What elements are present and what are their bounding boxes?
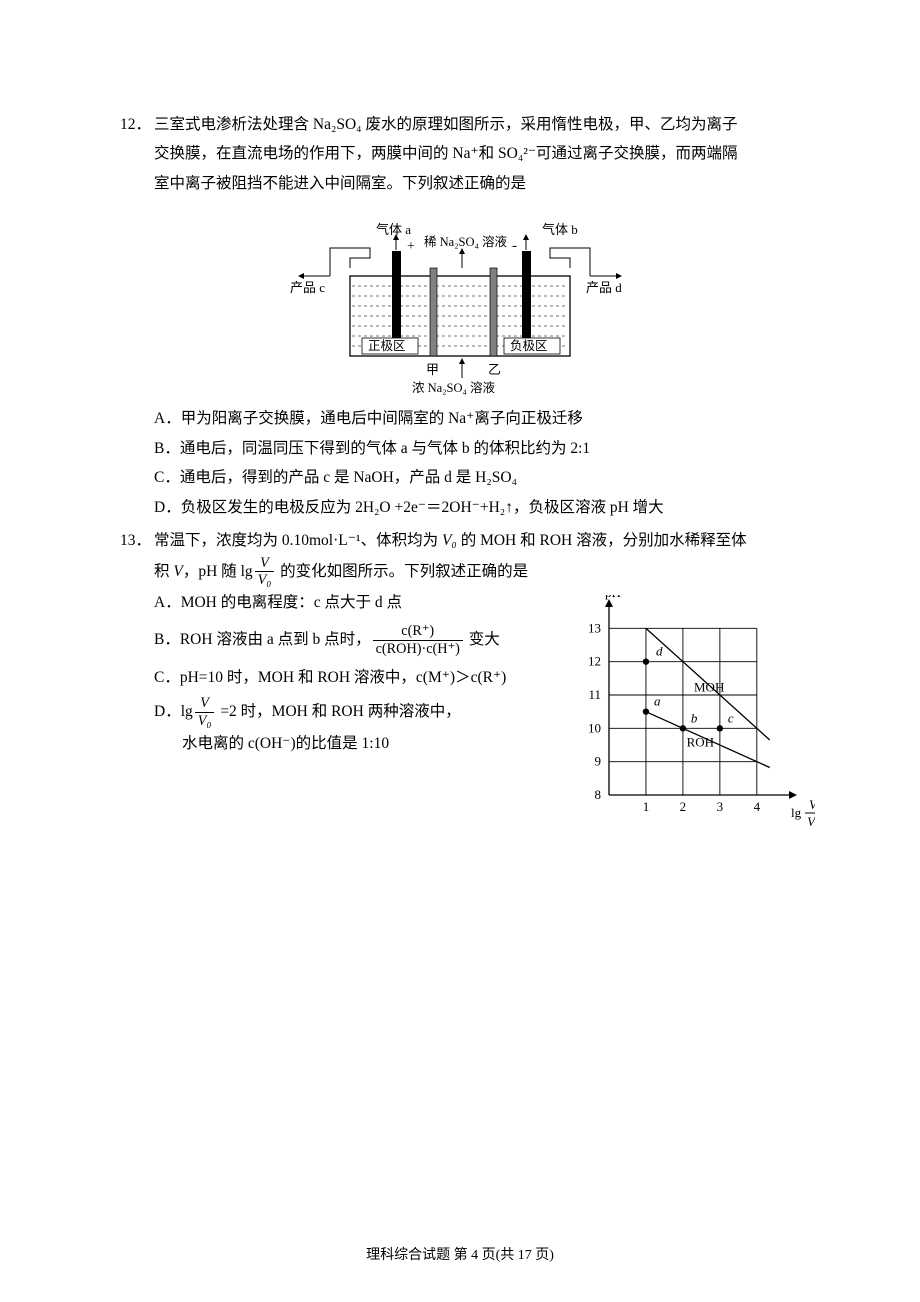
q13-option-d: D．lgVV₀ =2 时，MOH 和 ROH 两种溶液中， (154, 696, 624, 729)
svg-text:MOH: MOH (694, 680, 724, 695)
svg-text:10: 10 (588, 720, 601, 735)
q12-option-c: C．通电后，得到的产品 c 是 NaOH，产品 d 是 H₂SO₄ (154, 463, 800, 492)
q12-stem-line3: 室中离子被阻挡不能进入中间隔室。下列叙述正确的是 (154, 169, 800, 198)
svg-text:lg: lg (791, 805, 802, 820)
svg-text:d: d (656, 644, 663, 659)
q13-stem-line1: 常温下，浓度均为 0.10mol·L⁻¹、体积均为 V₀ 的 MOH 和 ROH… (154, 526, 800, 555)
svg-text:9: 9 (595, 754, 602, 769)
q13-number: 13． (120, 526, 154, 555)
svg-text:3: 3 (717, 799, 724, 814)
page-footer: 理科综合试题 第 4 页(共 17 页) (0, 1244, 920, 1264)
svg-text:V: V (809, 797, 815, 812)
dilute-label: 稀 Na₂SO₄ 溶液 (424, 234, 508, 249)
svg-text:pH: pH (605, 595, 621, 600)
svg-text:b: b (691, 710, 698, 725)
q13-option-a: A．MOH 的电离程度：c 点大于 d 点 (154, 588, 584, 617)
svg-text:12: 12 (588, 654, 601, 669)
svg-text:Vₒ: Vₒ (807, 814, 815, 829)
q12-number: 12． (120, 110, 154, 139)
q12-diagram: 气体 a + 稀 Na₂SO₄ 溶液 气体 b - 产品 c 产品 d (120, 206, 800, 396)
gas-b-label: 气体 b (542, 222, 578, 237)
svg-text:a: a (654, 694, 661, 709)
q12-option-a: A．甲为阳离子交换膜，通电后中间隔室的 Na⁺离子向正极迁移 (154, 404, 800, 433)
yi-label: 乙 (488, 362, 501, 377)
svg-text:ROH: ROH (687, 735, 714, 750)
q13-chart: pH12348910111213dabcMOHROHlgVVₒ (565, 595, 815, 840)
svg-text:11: 11 (588, 687, 601, 702)
svg-text:8: 8 (595, 787, 602, 802)
svg-text:2: 2 (680, 799, 687, 814)
jia-label: 甲 (426, 362, 439, 377)
svg-text:1: 1 (643, 799, 650, 814)
q12-stem-line1: 三室式电渗析法处理含 Na₂SO₄ 废水的原理如图所示，采用惰性电极，甲、乙均为… (154, 110, 800, 139)
product-c-label: 产品 c (290, 280, 325, 295)
svg-text:13: 13 (588, 620, 601, 635)
q12-option-b: B．通电后，同温同压下得到的气体 a 与气体 b 的体积比约为 2:1 (154, 434, 800, 463)
pos-zone-label: 正极区 (368, 339, 406, 353)
minus-sign: - (512, 238, 517, 254)
neg-zone-label: 负极区 (510, 339, 548, 353)
q13-stem-line2: 积 V，pH 随 lgVV₀ 的变化如图所示。下列叙述正确的是 (154, 556, 800, 589)
q12-stem-line2: 交换膜，在直流电场的作用下，两膜中间的 Na⁺和 SO₄²⁻可通过离子交换膜，而… (154, 139, 800, 168)
q13-option-b: B．ROH 溶液由 a 点到 b 点时，c(R⁺)c(ROH)·c(H⁺) 变大 (154, 624, 624, 657)
svg-text:4: 4 (754, 799, 761, 814)
q12-option-d: D．负极区发生的电极反应为 2H₂O +2e⁻＝2OH⁻+H₂↑，负极区溶液 p… (154, 493, 800, 522)
svg-text:c: c (728, 710, 734, 725)
conc-label: 浓 Na₂SO₄ 溶液 (412, 380, 496, 395)
q13-option-c: C．pH=10 时，MOH 和 ROH 溶液中，c(M⁺)＞c(R⁺) (154, 663, 624, 692)
plus-sign: + (407, 239, 415, 254)
gas-a-label: 气体 a (376, 222, 411, 237)
product-d-label: 产品 d (586, 280, 622, 295)
